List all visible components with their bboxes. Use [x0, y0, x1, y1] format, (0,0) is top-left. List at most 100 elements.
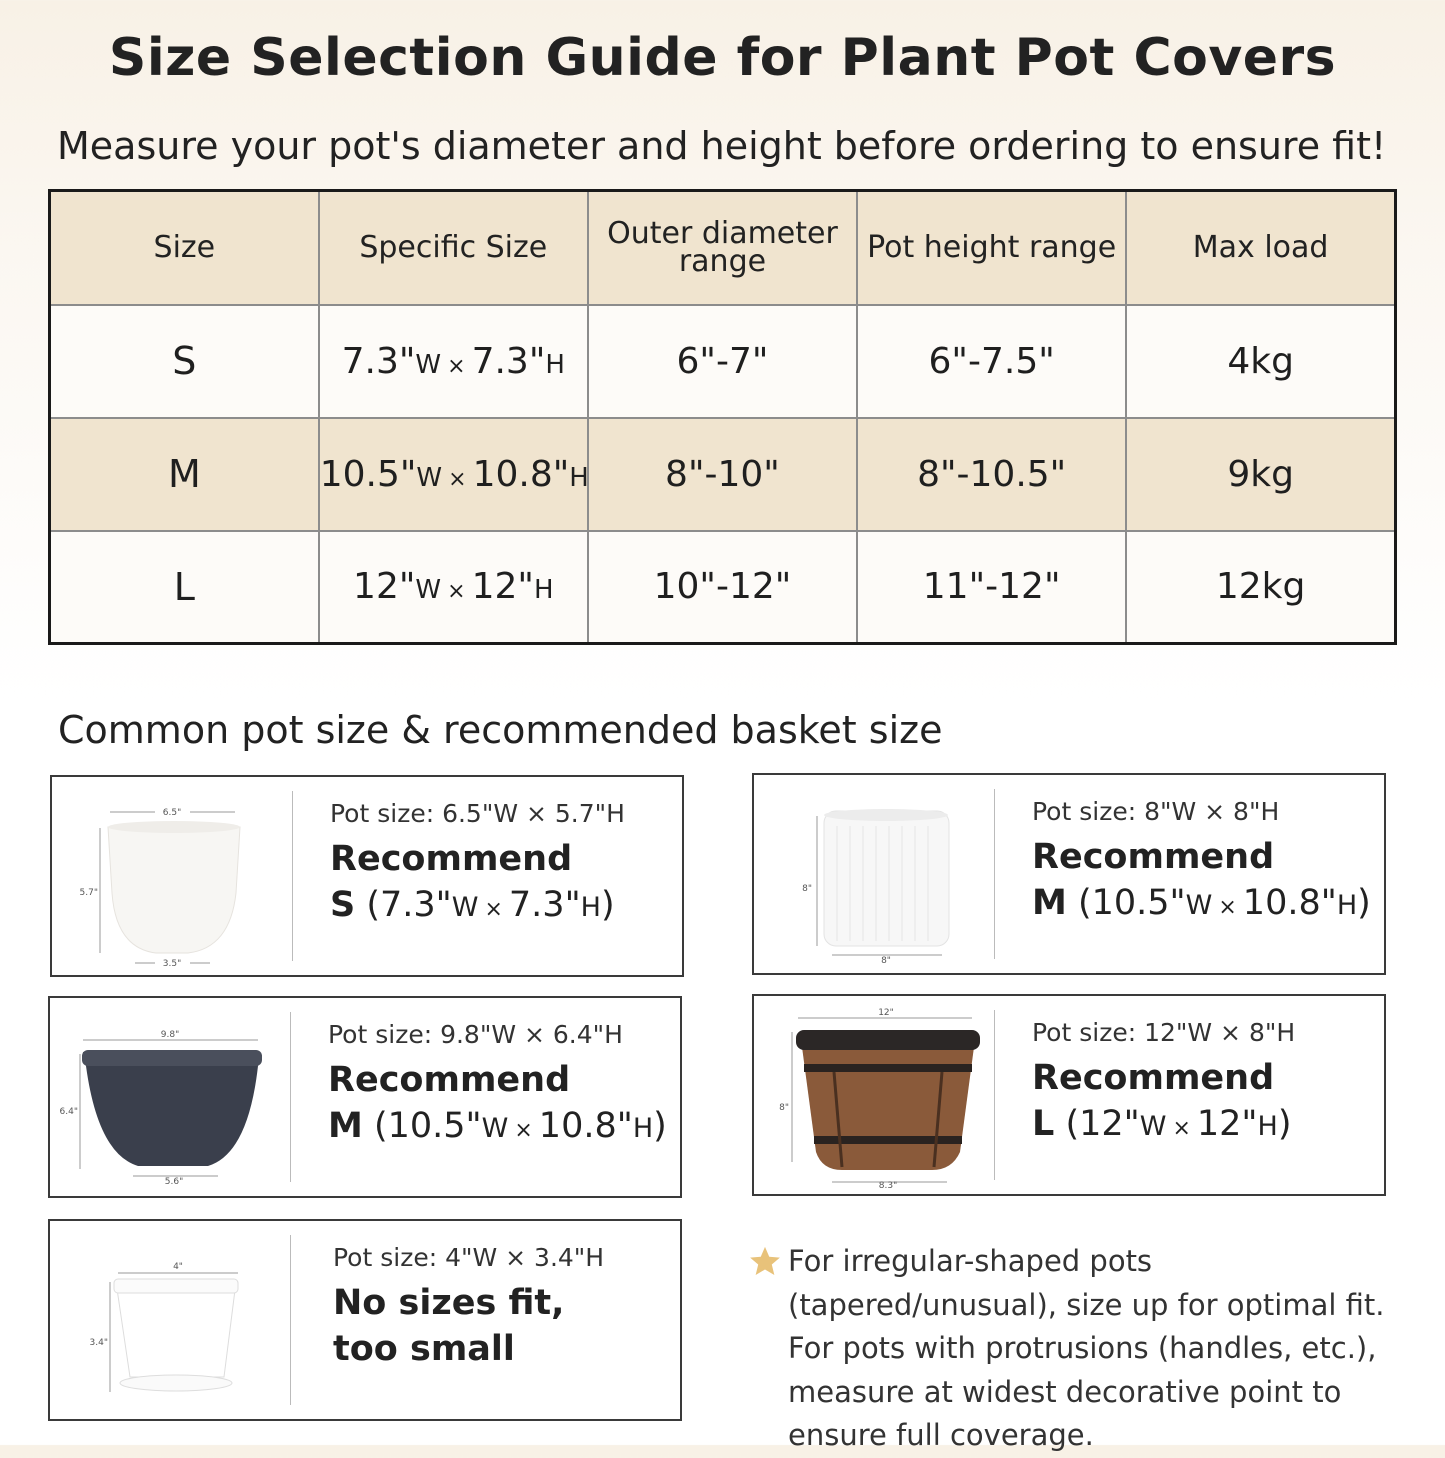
small-white-pot-image: 4" 3.4" — [90, 1262, 239, 1392]
table-row: S 7.3"W × 7.3"H 6"-7" 6"-7.5" 4kg — [48, 303, 1397, 419]
width-value: 12" — [353, 566, 416, 608]
page-subtitle: Measure your pot's diameter and height b… — [57, 124, 1387, 168]
times-sign: × — [448, 466, 467, 492]
pot-card-m-ribbed: 8" 8" Pot size: 8"W × 8"H Recommend M (1… — [752, 773, 1386, 975]
height-unit: H — [569, 462, 589, 493]
recommend-label: Recommend — [328, 1060, 571, 1100]
dim-bottom: 5.6" — [165, 1177, 183, 1187]
header-size: Size — [48, 189, 320, 306]
recommended-size: L (12"W × 12"H) — [1032, 1104, 1292, 1144]
dim-bottom: 8" — [881, 956, 891, 966]
pot-size: Pot size: 4"W × 3.4"H — [333, 1243, 605, 1272]
width-value: 10.5" — [319, 453, 417, 495]
width-unit: W — [481, 1113, 509, 1144]
pot-size: Pot size: 12"W × 8"H — [1032, 1018, 1296, 1047]
header-specific-size: Specific Size — [317, 189, 589, 306]
times-sign: × — [1172, 1116, 1191, 1141]
table-row: M 10.5"W × 10.8"H 8"-10" 8"-10.5" 9kg — [48, 416, 1397, 532]
times-sign: × — [514, 1118, 533, 1143]
barrel-pot-image: 12" 8" 8.3" — [779, 1008, 980, 1190]
cell-load: 12kg — [1125, 529, 1397, 645]
divider — [292, 791, 293, 961]
header-max-load: Max load — [1125, 189, 1397, 306]
table-header-row: Size Specific Size Outer diameter range … — [48, 189, 1397, 306]
card-info: Pot size: 12"W × 8"H Recommend L (12"W × 1… — [1032, 1018, 1295, 1152]
cell-height: 8"-10.5" — [856, 416, 1128, 532]
recommend-label: Recommend — [1032, 837, 1275, 877]
width-unit: W — [1185, 890, 1213, 921]
cell-load: 9kg — [1125, 416, 1397, 532]
width-unit: W — [415, 575, 442, 606]
width-value: 10.5" — [1091, 883, 1186, 923]
section-title: Common pot size & recommended basket siz… — [58, 708, 943, 752]
size-letter: M — [328, 1106, 363, 1146]
dim-top: 4" — [173, 1262, 183, 1272]
card-info: Pot size: 8"W × 8"H Recommend M (10.5"W ×… — [1032, 797, 1371, 931]
pot-card-l: 12" 8" 8.3" Pot size: 12"W × 8"H Recomme… — [752, 994, 1386, 1196]
times-sign: × — [447, 353, 466, 379]
divider — [290, 1235, 291, 1405]
white-round-pot-image: 6.5" 5.7" 3.5" — [80, 808, 241, 969]
dim-side: 8" — [779, 1103, 789, 1113]
divider — [290, 1012, 291, 1182]
recommend-label: Recommend — [330, 839, 573, 879]
divider — [994, 1010, 995, 1180]
pot-size: Pot size: 6.5"W × 5.7"H — [330, 799, 625, 828]
pot-size: Pot size: 8"W × 8"H — [1032, 797, 1280, 826]
cell-diameter: 10"-12" — [586, 529, 859, 645]
height-unit: H — [545, 349, 565, 380]
times-sign: × — [1218, 895, 1237, 920]
pot-card-s: 6.5" 5.7" 3.5" Pot size: 6.5"W × 5.7"H R… — [50, 775, 684, 977]
height-value: 10.8" — [472, 453, 570, 495]
header-height: Pot height range — [856, 189, 1128, 306]
width-value: 7.3" — [341, 340, 416, 382]
width-unit: W — [1139, 1111, 1167, 1142]
height-unit: H — [632, 1113, 654, 1144]
dim-bottom: 8.3" — [879, 1181, 897, 1190]
dim-top: 9.8" — [161, 1030, 179, 1040]
dim-side: 5.7" — [80, 888, 98, 898]
dim-side: 6.4" — [60, 1107, 78, 1117]
width-value: 10.5" — [387, 1106, 482, 1146]
height-value: 10.8" — [1242, 883, 1337, 923]
cell-specific-size: 12"W × 12"H — [317, 529, 589, 645]
width-unit: W — [416, 462, 443, 493]
cell-load: 4kg — [1125, 303, 1397, 419]
times-sign: × — [484, 897, 503, 922]
fit-note: For irregular-shaped pots (tapered/unusu… — [788, 1244, 1385, 1452]
card-info: Pot size: 6.5"W × 5.7"H Recommend S (7.3… — [330, 799, 625, 933]
no-fit-label: No sizes fit, — [333, 1283, 565, 1323]
height-unit: H — [1257, 1111, 1278, 1142]
cell-specific-size: 10.5"W × 10.8"H — [317, 416, 589, 532]
pot-card-too-small: 4" 3.4" Pot size: 4"W × 3.4"H No sizes f… — [48, 1219, 682, 1421]
dark-bowl-pot-image: 9.8" 6.4" 5.6" — [60, 1030, 262, 1187]
width-value: 12" — [1079, 1104, 1140, 1144]
recommended-size: M (10.5"W × 10.8"H) — [328, 1106, 667, 1146]
width-unit: W — [415, 349, 442, 380]
height-value: 10.8" — [538, 1106, 633, 1146]
cell-specific-size: 7.3"W × 7.3"H — [317, 303, 589, 419]
header-diameter: Outer diameter range — [586, 189, 859, 306]
height-value: 12" — [471, 566, 534, 608]
dim-top: 12" — [878, 1008, 894, 1018]
cell-diameter: 6"-7" — [586, 303, 859, 419]
pot-size: Pot size: 9.8"W × 6.4"H — [328, 1020, 623, 1049]
cell-size: M — [48, 416, 320, 532]
height-value: 7.3" — [508, 885, 581, 925]
cell-height: 11"-12" — [856, 529, 1128, 645]
height-unit: H — [580, 892, 601, 923]
size-letter: S — [330, 885, 356, 925]
star-icon — [750, 1246, 780, 1276]
no-fit-reason: too small — [333, 1329, 515, 1369]
divider — [994, 789, 995, 959]
recommended-size: S (7.3"W × 7.3"H) — [330, 885, 615, 925]
dim-side: 8" — [802, 884, 812, 894]
cell-size: S — [48, 303, 320, 419]
cell-height: 6"-7.5" — [856, 303, 1128, 419]
card-info: Pot size: 4"W × 3.4"H No sizes fit, too … — [333, 1243, 604, 1372]
height-value: 7.3" — [471, 340, 546, 382]
size-table: Size Specific Size Outer diameter range … — [48, 189, 1397, 645]
width-value: 7.3" — [380, 885, 452, 925]
height-value: 12" — [1196, 1104, 1258, 1144]
size-letter: M — [1032, 883, 1067, 923]
